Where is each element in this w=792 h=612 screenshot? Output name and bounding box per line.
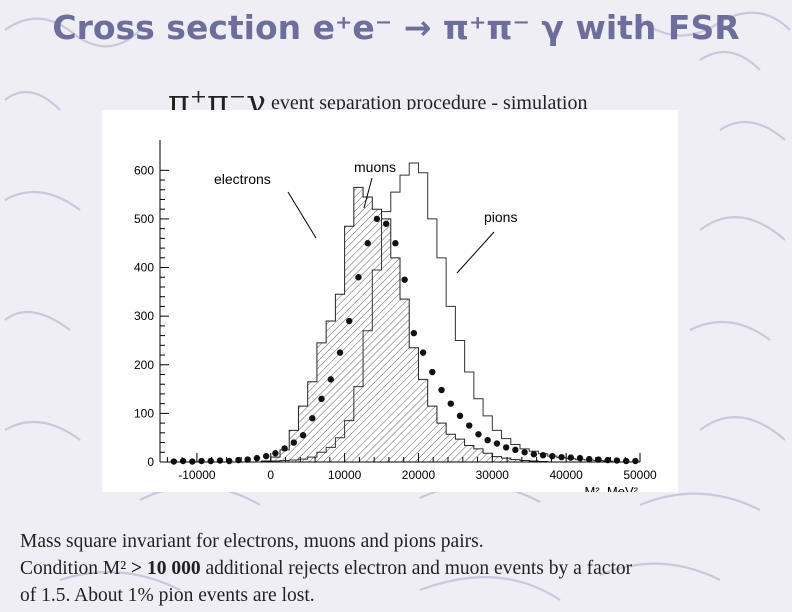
muon-point	[281, 445, 288, 452]
muon-point	[382, 220, 390, 227]
muon-point	[198, 457, 205, 465]
muon-point	[299, 432, 307, 439]
muon-point	[438, 386, 445, 394]
muon-point	[392, 240, 399, 247]
muon-point	[272, 450, 279, 457]
x-tick-label: 30000	[476, 468, 510, 482]
muon-point	[549, 452, 556, 460]
muon-point	[290, 439, 298, 446]
muon-point	[346, 317, 353, 325]
caption-condition: > 10 000	[130, 558, 201, 579]
muon-point	[401, 276, 408, 283]
muons-pointer	[363, 177, 373, 209]
y-tick-label: 200	[134, 358, 154, 372]
muon-point	[466, 422, 473, 429]
muon-point	[309, 415, 316, 422]
muon-point	[475, 431, 482, 438]
muon-point	[558, 453, 565, 461]
x-tick-label: -10000	[178, 468, 216, 482]
pions-annotation: pions	[484, 209, 517, 225]
muon-point	[456, 412, 464, 420]
muon-point	[632, 457, 639, 465]
electrons-histogram	[261, 186, 549, 463]
muon-point	[484, 436, 491, 444]
muon-point	[373, 215, 381, 223]
caption-line-2: Condition M² > 10 000 additional rejects…	[20, 555, 788, 582]
muon-point	[336, 349, 344, 356]
muon-point	[512, 446, 519, 454]
y-tick-label: 400	[134, 261, 154, 275]
muon-point	[530, 451, 538, 458]
muon-point	[364, 240, 371, 247]
electrons-pointer	[287, 191, 317, 239]
muon-point	[179, 457, 187, 465]
x-tick-label: 0	[267, 468, 274, 482]
muon-point	[502, 444, 510, 451]
subtitle-text: event separation procedure - simulation	[265, 92, 588, 114]
y-tick-label: 500	[134, 212, 154, 226]
muon-point	[327, 376, 334, 383]
x-tick-label: 10000	[328, 468, 362, 482]
muon-point	[216, 457, 224, 464]
y-tick-label: 300	[134, 309, 154, 323]
muon-point	[355, 274, 362, 281]
electrons-annotation: electrons	[214, 171, 271, 187]
muon-point	[244, 456, 251, 463]
chart-panel: 0 100 200 300 400 500 600 -10000 0 10000 20000 3000…	[102, 110, 678, 499]
caption-line-2-start: Condition M²	[20, 558, 131, 579]
muon-point	[318, 395, 325, 402]
muon-point	[253, 454, 261, 462]
muon-point	[586, 455, 593, 463]
muon-point	[576, 454, 584, 462]
histogram-chart: 0 100 200 300 400 500 600 -10000 0 10000 20000 3000…	[134, 140, 657, 499]
muon-point	[613, 457, 621, 464]
muon-point	[429, 368, 436, 376]
pions-pointer	[456, 231, 495, 274]
muon-point	[262, 452, 270, 460]
y-tick-label: 100	[134, 406, 154, 420]
x-tick-label: 50000	[623, 468, 657, 482]
muons-annotation: muons	[354, 159, 396, 175]
y-tick-label: 0	[147, 455, 154, 469]
page-title: Cross section e⁺e⁻ → π⁺π⁻ γ with FSR	[52, 8, 740, 47]
muon-point	[493, 440, 501, 447]
muon-point	[567, 454, 574, 461]
caption: Mass square invariant for electrons, muo…	[20, 528, 788, 609]
muon-point	[410, 329, 418, 337]
muon-point	[521, 449, 528, 456]
muon-point	[226, 457, 233, 465]
muon-point	[539, 451, 547, 459]
caption-line-3: of 1.5. About 1% pion events are lost.	[20, 585, 315, 606]
caption-line-2-end: additional rejects electron and muon eve…	[200, 558, 633, 579]
y-tick-label: 600	[134, 163, 154, 177]
muon-point	[447, 400, 454, 407]
x-axis-label: M², MeV²	[585, 484, 639, 492]
muon-point	[595, 456, 602, 463]
muon-point	[207, 457, 214, 465]
x-tick-label: 20000	[402, 468, 436, 482]
x-tick-label: 40000	[549, 468, 583, 482]
muon-point	[622, 457, 630, 465]
muon-point	[419, 349, 427, 356]
caption-line-1: Mass square invariant for electrons, muo…	[20, 531, 484, 552]
